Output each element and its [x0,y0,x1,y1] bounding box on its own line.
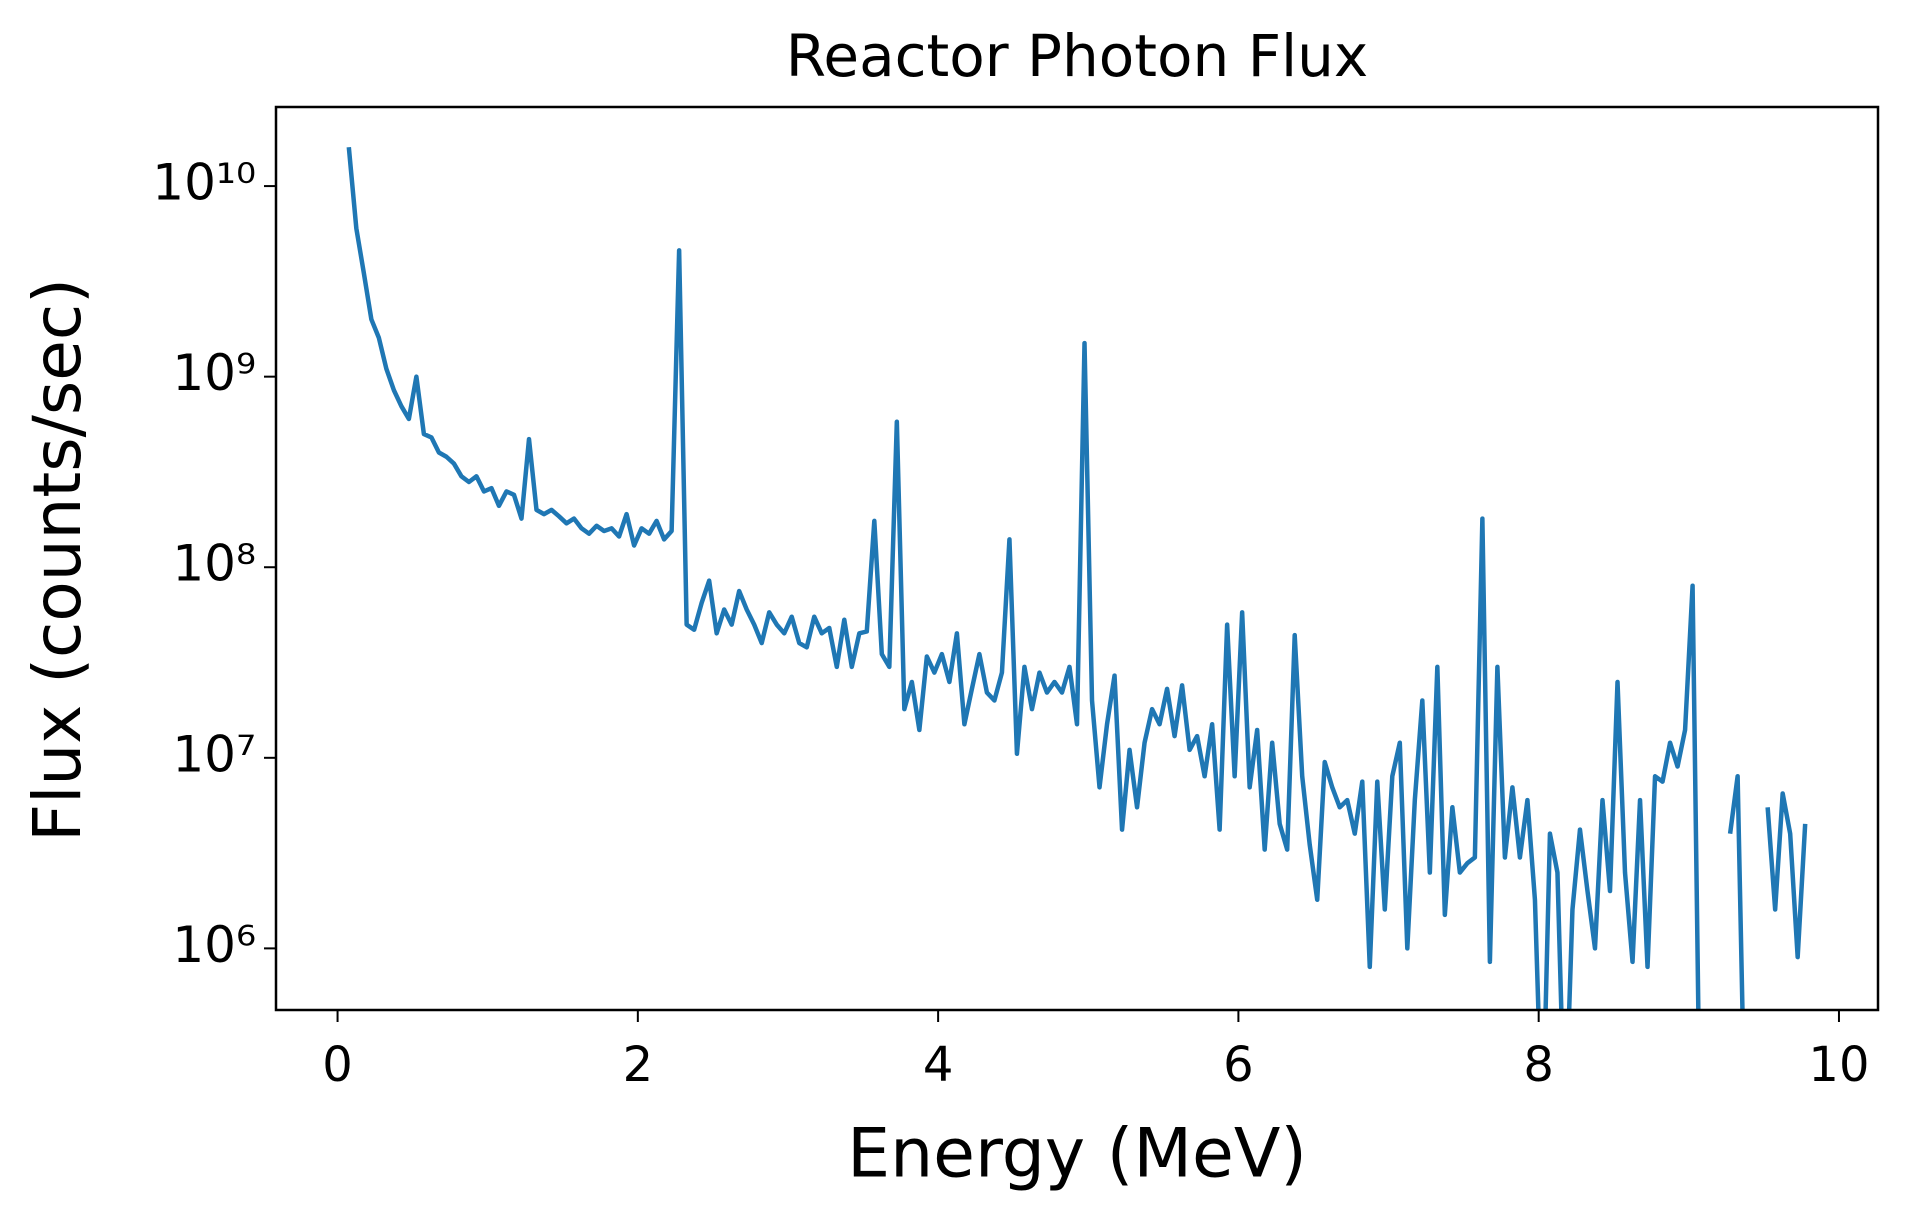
y-tick-label: 10¹⁰ [152,154,256,212]
x-tick-label: 0 [322,1037,353,1093]
y-axis-label: Flux (counts/sec) [19,278,96,842]
x-tick-label: 4 [923,1037,954,1093]
chart-title: Reactor Photon Flux [786,22,1369,90]
x-tick-label: 6 [1223,1037,1254,1093]
x-tick-label: 10 [1808,1037,1869,1093]
x-tick-label: 2 [623,1037,654,1093]
data-line [346,146,1808,1010]
x-axis-label: Energy (MeV) [847,1115,1307,1194]
y-tick-label: 10⁶ [172,916,256,974]
x-tick-label: 8 [1523,1037,1554,1093]
y-tick-label: 10⁸ [172,535,256,593]
plot-frame [274,105,1880,1012]
y-tick-label: 10⁷ [172,725,256,783]
plot-area [346,146,1808,1010]
y-tick-label: 10⁹ [172,344,256,402]
